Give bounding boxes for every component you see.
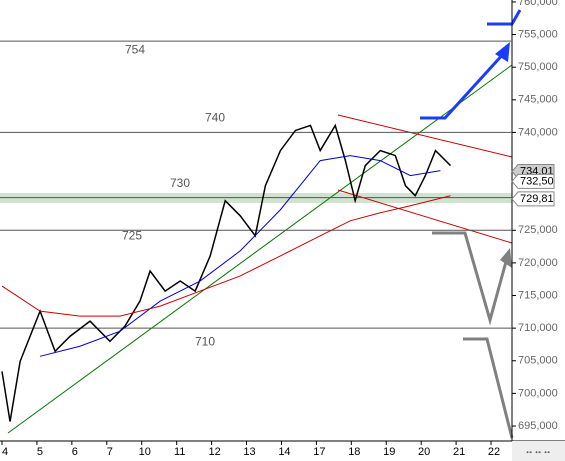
x-tick-label: 5 [37,446,43,458]
y-tick-label: 725,000 [518,224,558,236]
level-label: 754 [125,42,145,56]
y-tick-label: 705,000 [518,355,558,367]
up-arrow [420,50,507,120]
y-tick-label: 755,000 [518,28,558,40]
y-tick-label: 695,000 [518,420,558,432]
x-tick-label: 4 [2,446,8,458]
x-tick-label: 13 [243,446,255,458]
x-tick-label: 17 [313,446,325,458]
up-arrow-2 [487,9,522,26]
channel-bottom [337,189,513,244]
x-tick-label: 21 [453,446,465,458]
y-tick-label: 700,000 [518,387,558,399]
x-tick-label: 19 [383,446,395,458]
x-tick-label: 14 [278,446,290,458]
y-tick-label: 740,000 [518,126,558,138]
arrow-head [500,248,512,268]
scroll-controls[interactable] [512,441,565,461]
level-label: 725 [122,228,142,242]
scenario-arrow-2 [463,337,514,439]
y-tick-label: 745,000 [518,94,558,106]
x-tick-label: 10 [139,446,151,458]
y-tick-label: 720,000 [518,257,558,269]
series-line [39,155,441,357]
x-tick-label: 11 [174,446,185,458]
price-marker [511,191,555,207]
level-label: 730 [170,176,190,190]
x-tick-label: 7 [107,446,113,458]
price-marker [511,173,555,189]
series-line [1,195,451,317]
scroll-icons: ↔↔↔ [525,445,552,455]
x-tick-label: 12 [208,446,220,458]
series-line [1,123,452,422]
level-label: 710 [195,334,215,348]
trend-line [7,64,513,434]
y-tick-label: 715,000 [518,289,558,301]
y-tick-label: 710,000 [518,322,558,334]
y-tick-label: 750,000 [518,61,558,73]
x-tick-label: 18 [348,446,360,458]
x-tick-label: 20 [418,446,430,458]
arrow-head [495,42,510,62]
price-marker-label: 729,81 [520,193,554,205]
scenario-arrow [432,231,509,326]
price-marker-label: 732,50 [520,175,554,187]
x-tick-label: 22 [488,446,500,458]
channel-top [337,114,513,158]
level-label: 740 [205,111,225,125]
x-tick-label: 6 [72,446,78,458]
y-tick-label: 760,000 [518,0,558,8]
